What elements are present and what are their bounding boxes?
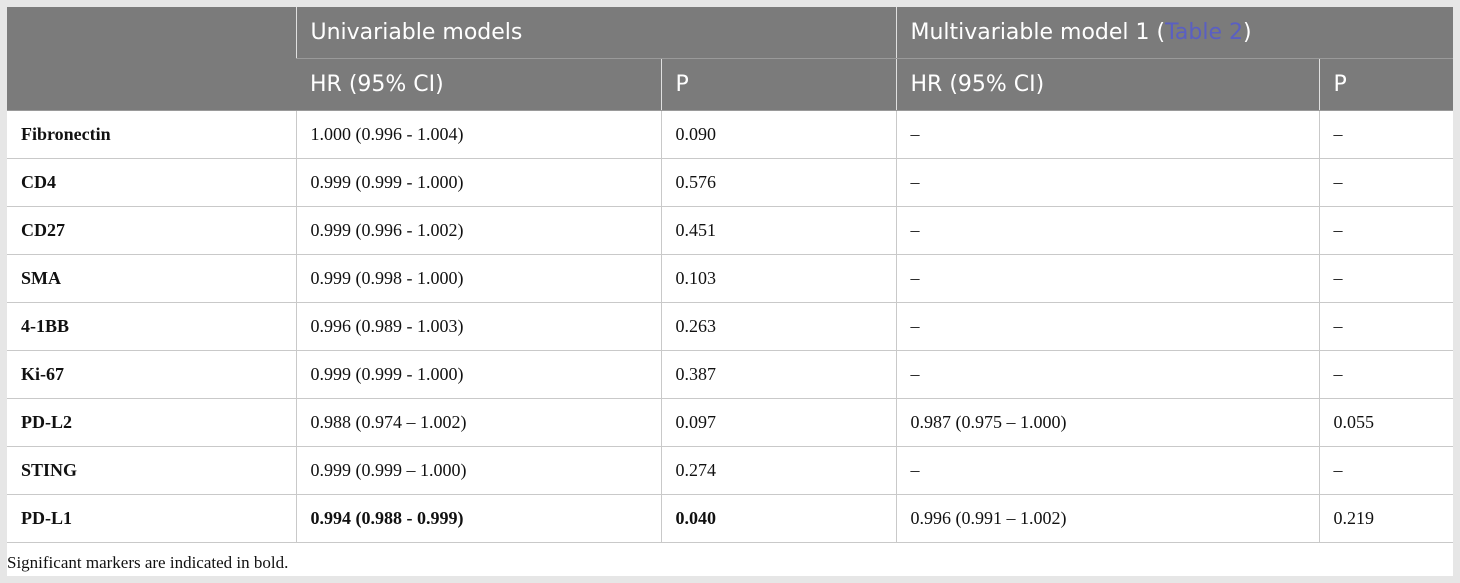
- multi-p-cell: 0.219: [1318, 494, 1454, 543]
- multi-hr-cell: 0.996 (0.991 – 1.002): [895, 494, 1319, 543]
- uni-hr-cell: 0.988 (0.974 – 1.002): [295, 398, 661, 447]
- multi-p-cell: –: [1318, 254, 1454, 303]
- header-multi-p: P: [1318, 58, 1454, 111]
- multi-hr-cell: –: [895, 158, 1319, 207]
- marker-cell: Fibronectin: [7, 110, 296, 159]
- uni-hr-cell: 0.994 (0.988 - 0.999): [295, 494, 661, 543]
- multi-p-cell: –: [1318, 206, 1454, 255]
- table-row: PD-L2 0.988 (0.974 – 1.002) 0.097 0.987 …: [7, 398, 1454, 447]
- uni-hr-cell: 0.999 (0.998 - 1.000): [295, 254, 661, 303]
- header-multivariable: Multivariable model 1 (Table 2): [895, 7, 1454, 59]
- multi-p-cell: 0.055: [1318, 398, 1454, 447]
- header-multi-hr: HR (95% CI): [895, 58, 1319, 111]
- header-uni-p: P: [660, 58, 896, 111]
- uni-hr-cell: 0.999 (0.996 - 1.002): [295, 206, 661, 255]
- uni-p-cell: 0.090: [660, 110, 896, 159]
- uni-p-cell: 0.451: [660, 206, 896, 255]
- uni-p-cell: 0.040: [660, 494, 896, 543]
- header-marker-blank: [7, 7, 296, 111]
- table-row: Ki-67 0.999 (0.999 - 1.000) 0.387 – –: [7, 350, 1454, 399]
- table-frame: Univariable models Multivariable model 1…: [7, 7, 1454, 576]
- multi-hr-cell: –: [895, 350, 1319, 399]
- marker-cell: SMA: [7, 254, 296, 303]
- table-row: STING 0.999 (0.999 – 1.000) 0.274 – –: [7, 446, 1454, 495]
- multi-hr-cell: –: [895, 254, 1319, 303]
- multi-hr-cell: 0.987 (0.975 – 1.000): [895, 398, 1319, 447]
- header-univariable: Univariable models: [295, 7, 896, 59]
- multi-p-cell: –: [1318, 350, 1454, 399]
- marker-cell: PD-L2: [7, 398, 296, 447]
- results-table: Univariable models Multivariable model 1…: [7, 7, 1454, 543]
- uni-p-cell: 0.274: [660, 446, 896, 495]
- table-row: CD4 0.999 (0.999 - 1.000) 0.576 – –: [7, 158, 1454, 207]
- header-row-groups: Univariable models Multivariable model 1…: [7, 7, 1454, 111]
- header-row-columns: HR (95% CI) P HR (95% CI) P: [7, 58, 1454, 111]
- table-row: 4-1BB 0.996 (0.989 - 1.003) 0.263 – –: [7, 302, 1454, 351]
- multi-hr-cell: –: [895, 206, 1319, 255]
- uni-hr-cell: 1.000 (0.996 - 1.004): [295, 110, 661, 159]
- header-multivariable-text: Multivariable model 1 (: [910, 20, 1166, 45]
- marker-cell: CD27: [7, 206, 296, 255]
- table-footnote: Significant markers are indicated in bol…: [7, 553, 289, 572]
- multi-p-cell: –: [1318, 302, 1454, 351]
- uni-p-cell: 0.097: [660, 398, 896, 447]
- header-multivariable-close: ): [1242, 20, 1252, 45]
- uni-p-cell: 0.387: [660, 350, 896, 399]
- table-row: CD27 0.999 (0.996 - 1.002) 0.451 – –: [7, 206, 1454, 255]
- multi-hr-cell: –: [895, 446, 1319, 495]
- marker-cell: Ki-67: [7, 350, 296, 399]
- uni-p-cell: 0.263: [660, 302, 896, 351]
- uni-hr-cell: 0.999 (0.999 - 1.000): [295, 350, 661, 399]
- table-row: Fibronectin 1.000 (0.996 - 1.004) 0.090 …: [7, 110, 1454, 159]
- marker-cell: PD-L1: [7, 494, 296, 543]
- header-uni-hr: HR (95% CI): [296, 58, 661, 111]
- table-2-link[interactable]: Table 2: [1165, 20, 1243, 45]
- marker-cell: CD4: [7, 158, 296, 207]
- multi-p-cell: –: [1318, 158, 1454, 207]
- uni-p-cell: 0.576: [660, 158, 896, 207]
- uni-hr-cell: 0.999 (0.999 - 1.000): [295, 158, 661, 207]
- marker-cell: STING: [7, 446, 296, 495]
- multi-hr-cell: –: [895, 302, 1319, 351]
- uni-hr-cell: 0.996 (0.989 - 1.003): [295, 302, 661, 351]
- multi-p-cell: –: [1318, 446, 1454, 495]
- uni-hr-cell: 0.999 (0.999 – 1.000): [295, 446, 661, 495]
- table-row: SMA 0.999 (0.998 - 1.000) 0.103 – –: [7, 254, 1454, 303]
- multi-p-cell: –: [1318, 110, 1454, 159]
- uni-p-cell: 0.103: [660, 254, 896, 303]
- table-row: PD-L1 0.994 (0.988 - 0.999) 0.040 0.996 …: [7, 494, 1454, 543]
- marker-cell: 4-1BB: [7, 302, 296, 351]
- multi-hr-cell: –: [895, 110, 1319, 159]
